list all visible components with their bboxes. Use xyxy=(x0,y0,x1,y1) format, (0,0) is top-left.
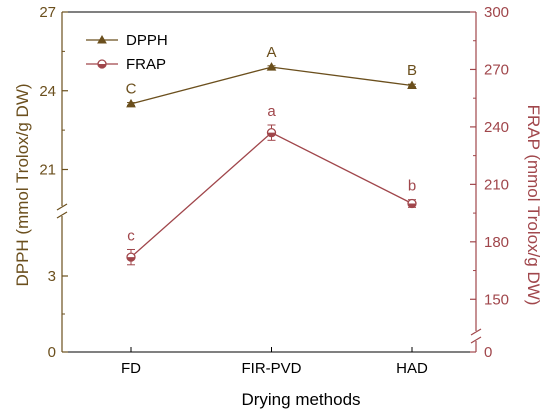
significance-letter: B xyxy=(407,62,417,79)
legend-label: DPPH xyxy=(126,32,168,49)
right-tick-label: 240 xyxy=(484,119,509,136)
x-tick-label: HAD xyxy=(396,360,428,377)
x-axis-title: Drying methods xyxy=(241,390,360,409)
data-point xyxy=(126,252,136,262)
right-y-axis: 0 150 180 210 240 270 300 xyxy=(470,4,509,361)
legend-item-frap: FRAP xyxy=(86,56,166,73)
significance-letter: b xyxy=(408,178,416,195)
series-line xyxy=(130,66,413,105)
x-axis: FD FIR-PVD HAD xyxy=(121,347,428,377)
left-axis-break-mark xyxy=(56,203,68,211)
significance-letter: A xyxy=(266,44,276,61)
right-axis-break-mark xyxy=(470,336,482,344)
left-tick-label: 0 xyxy=(48,344,56,361)
series-dpph: C A B xyxy=(126,44,417,108)
right-tick-label: 180 xyxy=(484,234,509,251)
left-tick-label: 3 xyxy=(48,268,56,285)
legend-item-dpph: DPPH xyxy=(86,32,168,49)
right-axis-break-mark xyxy=(470,328,482,336)
data-point xyxy=(97,34,107,44)
data-point xyxy=(266,62,277,71)
data-point xyxy=(407,80,417,89)
data-point xyxy=(97,59,107,69)
x-tick-label: FD xyxy=(121,360,141,377)
significance-letter: C xyxy=(126,81,137,98)
legend-label: FRAP xyxy=(126,56,166,73)
left-y-axis-title: DPPH (mmol Trolox/g DW) xyxy=(13,83,32,286)
significance-letter: a xyxy=(267,103,276,120)
right-tick-label: 0 xyxy=(484,344,492,361)
legend: DPPH FRAP xyxy=(86,32,168,73)
series-frap: c a b xyxy=(126,103,417,266)
right-tick-label: 300 xyxy=(484,4,509,21)
data-point xyxy=(407,198,417,209)
left-y-axis: 0 3 21 24 27 xyxy=(39,4,68,361)
right-y-axis-title: FRAP (mmol Trolox/g DW) xyxy=(524,105,543,306)
x-tick-label: FIR-PVD xyxy=(242,360,302,377)
left-tick-label: 21 xyxy=(39,162,56,179)
series-line xyxy=(130,131,413,258)
right-tick-label: 150 xyxy=(484,291,509,308)
significance-letter: c xyxy=(127,227,135,244)
left-tick-label: 27 xyxy=(39,4,56,21)
data-point xyxy=(126,98,136,108)
right-tick-label: 210 xyxy=(484,176,509,193)
left-tick-label: 24 xyxy=(39,83,56,100)
right-tick-label: 270 xyxy=(484,61,509,78)
data-point xyxy=(266,128,277,138)
left-axis-break-mark xyxy=(56,211,68,219)
series-layer: C A Bc a b xyxy=(126,44,417,266)
